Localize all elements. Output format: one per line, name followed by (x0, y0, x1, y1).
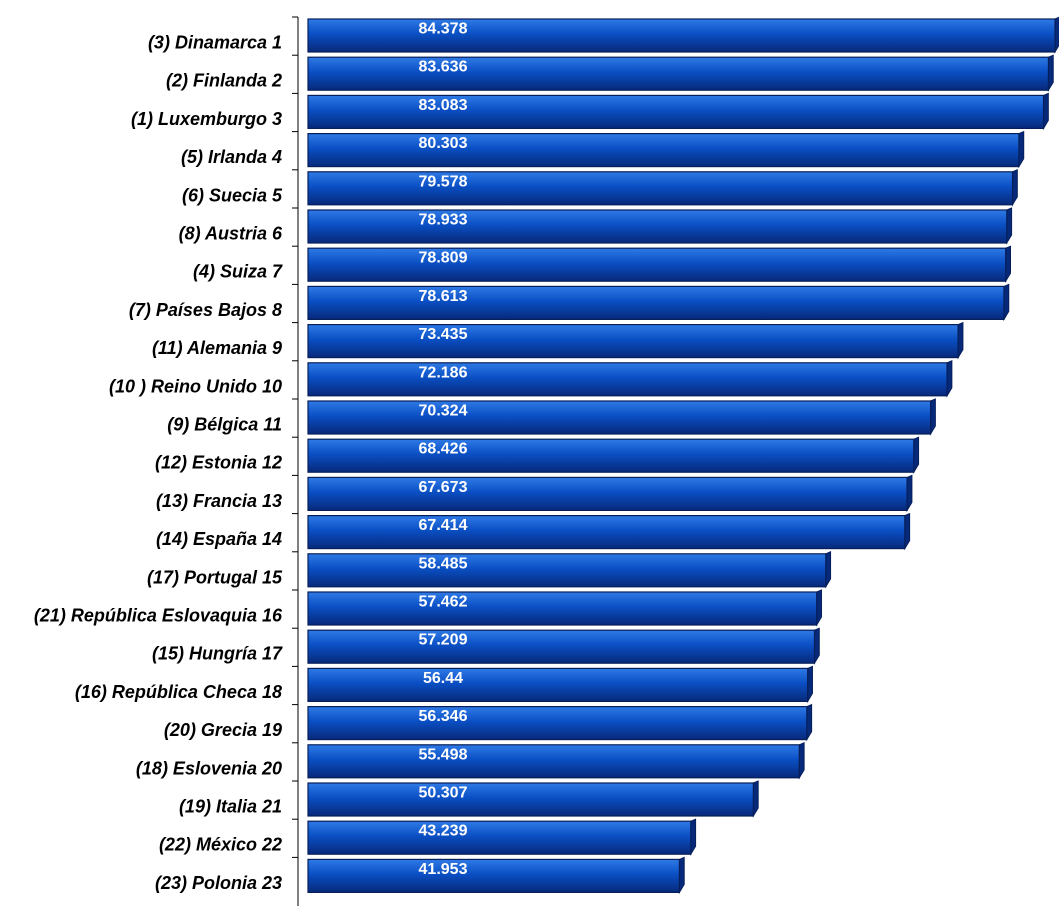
bar-end-cap (1043, 92, 1049, 131)
category-label: (16) República Checa 18 (75, 682, 282, 702)
bar-end-cap (807, 665, 813, 704)
bar-end-cap (930, 398, 936, 436)
bar-end-cap (1047, 54, 1054, 93)
category-label: (13) Francia 13 (156, 491, 282, 511)
bar-end-cap (1003, 283, 1010, 322)
bar (307, 820, 692, 855)
data-label: 72.186 (419, 364, 468, 381)
category-label: (19) Italia 21 (179, 797, 282, 817)
bar-end-cap (1005, 245, 1011, 284)
bar (307, 209, 1008, 244)
bar-end-cap (816, 589, 823, 627)
category-label: (11) Alemania 9 (152, 338, 282, 358)
bar (307, 94, 1045, 130)
data-label: 67.414 (419, 517, 468, 534)
category-label: (14) España 14 (156, 529, 282, 549)
data-label: 50.307 (419, 785, 468, 802)
bar-end-cap (1012, 169, 1018, 207)
bar-end-cap (913, 436, 920, 475)
bar (307, 400, 932, 435)
bar (307, 476, 908, 511)
data-label: 57.209 (419, 632, 468, 649)
bar-end-cap (825, 551, 832, 589)
bar (307, 858, 681, 894)
bar (307, 438, 915, 473)
bar (307, 553, 827, 588)
data-label: 78.809 (419, 250, 468, 267)
bar (307, 667, 809, 703)
category-label: (15) Hungría 17 (152, 644, 283, 664)
category-label: (3) Dinamarca 1 (148, 33, 282, 53)
data-label: 83.083 (419, 97, 468, 114)
data-label: 79.578 (419, 173, 468, 190)
bar (307, 591, 818, 626)
category-label: (21) República Eslovaquia 16 (34, 606, 283, 626)
category-label: (22) México 22 (159, 835, 282, 855)
data-label: 68.426 (419, 441, 468, 458)
bar-end-cap (1006, 207, 1013, 245)
data-label: 73.435 (419, 326, 468, 343)
bar-end-cap (957, 321, 964, 360)
category-label: (2) Finlanda 2 (166, 71, 282, 91)
bar (307, 171, 1014, 206)
data-label: 78.933 (419, 212, 468, 229)
bar-end-cap (904, 512, 911, 551)
bar (307, 629, 816, 664)
bar-end-cap (806, 703, 813, 742)
data-label: 67.673 (419, 479, 468, 496)
data-label: 84.378 (419, 21, 468, 38)
bar-end-cap (1018, 130, 1025, 169)
category-label: (10 ) Reino Unido 10 (109, 376, 282, 396)
data-label: 41.953 (419, 861, 468, 878)
data-label: 78.613 (419, 288, 468, 305)
bar (307, 56, 1050, 91)
category-label: (12) Estonia 12 (155, 453, 282, 473)
bar-end-cap (813, 627, 820, 666)
category-label: (18) Eslovenia 20 (136, 758, 282, 778)
bar-end-cap (798, 742, 805, 780)
bar-end-cap (678, 856, 685, 895)
category-label: (20) Grecia 19 (164, 720, 282, 740)
category-label: (17) Portugal 15 (147, 567, 283, 587)
category-label: (1) Luxemburgo 3 (131, 109, 282, 129)
bar (307, 285, 1005, 320)
bar-end-cap (752, 780, 759, 818)
category-label: (8) Austria 6 (179, 224, 283, 244)
bar (307, 362, 948, 397)
category-label: (7) Países Bajos 8 (129, 300, 282, 320)
data-label: 70.324 (419, 403, 468, 420)
data-label: 57.462 (419, 594, 468, 611)
bar-end-cap (946, 360, 953, 398)
category-label: (6) Suecia 5 (182, 185, 283, 205)
data-label: 43.239 (419, 823, 468, 840)
data-label: 55.498 (419, 746, 468, 763)
bar (307, 247, 1007, 282)
bar (307, 744, 800, 779)
category-label: (23) Polonia 23 (155, 873, 282, 893)
bar (307, 18, 1056, 53)
bar (307, 133, 1020, 168)
data-label: 56.44 (423, 670, 463, 687)
bar (307, 514, 906, 550)
data-label: 58.485 (419, 555, 468, 572)
category-label: (5) Irlanda 4 (181, 147, 282, 167)
data-label: 83.636 (419, 59, 468, 76)
category-label: (4) Suiza 7 (193, 262, 283, 282)
bar-end-cap (906, 474, 913, 513)
category-label: (9) Bélgica 11 (167, 415, 282, 435)
bar-end-cap (690, 818, 697, 857)
bar (307, 705, 808, 741)
data-label: 80.303 (419, 135, 468, 152)
bar (307, 782, 754, 817)
data-label: 56.346 (419, 708, 468, 725)
bar (307, 324, 959, 359)
